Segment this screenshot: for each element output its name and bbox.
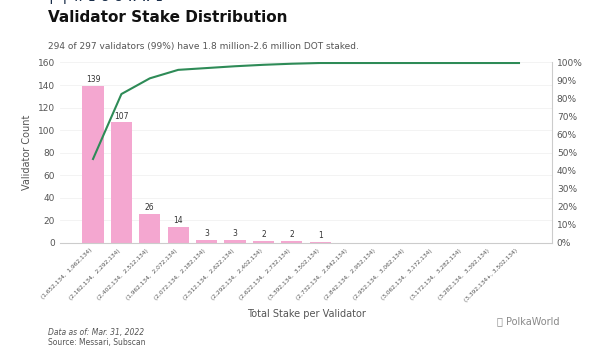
Bar <box>310 242 331 243</box>
Bar <box>224 239 245 243</box>
Text: 107: 107 <box>114 111 128 120</box>
Text: 3: 3 <box>233 229 238 238</box>
Text: | | M E S S A R I: | | M E S S A R I <box>48 0 163 4</box>
Bar <box>82 86 104 243</box>
Bar <box>196 239 217 243</box>
Text: 1: 1 <box>318 231 323 240</box>
Text: 14: 14 <box>173 217 183 226</box>
Bar <box>139 214 160 243</box>
Text: 🌐 PolkaWorld: 🌐 PolkaWorld <box>497 316 559 326</box>
Text: 294 of 297 validators (99%) have 1.8 million-2.6 million DOT staked.: 294 of 297 validators (99%) have 1.8 mil… <box>48 42 359 51</box>
Text: 2: 2 <box>261 230 266 239</box>
Text: 26: 26 <box>145 203 155 212</box>
Text: 139: 139 <box>86 75 100 84</box>
Bar <box>281 241 302 243</box>
Bar <box>111 122 132 243</box>
Text: Source: Messari, Subscan: Source: Messari, Subscan <box>48 338 146 347</box>
Text: Data as of: Mar. 31, 2022: Data as of: Mar. 31, 2022 <box>48 328 144 337</box>
Text: 2: 2 <box>289 230 294 239</box>
Text: 3: 3 <box>204 229 209 238</box>
X-axis label: Total Stake per Validator: Total Stake per Validator <box>247 308 365 319</box>
Y-axis label: Validator Count: Validator Count <box>22 115 32 191</box>
Bar <box>167 227 189 243</box>
Text: Validator Stake Distribution: Validator Stake Distribution <box>48 10 287 25</box>
Bar <box>253 241 274 243</box>
